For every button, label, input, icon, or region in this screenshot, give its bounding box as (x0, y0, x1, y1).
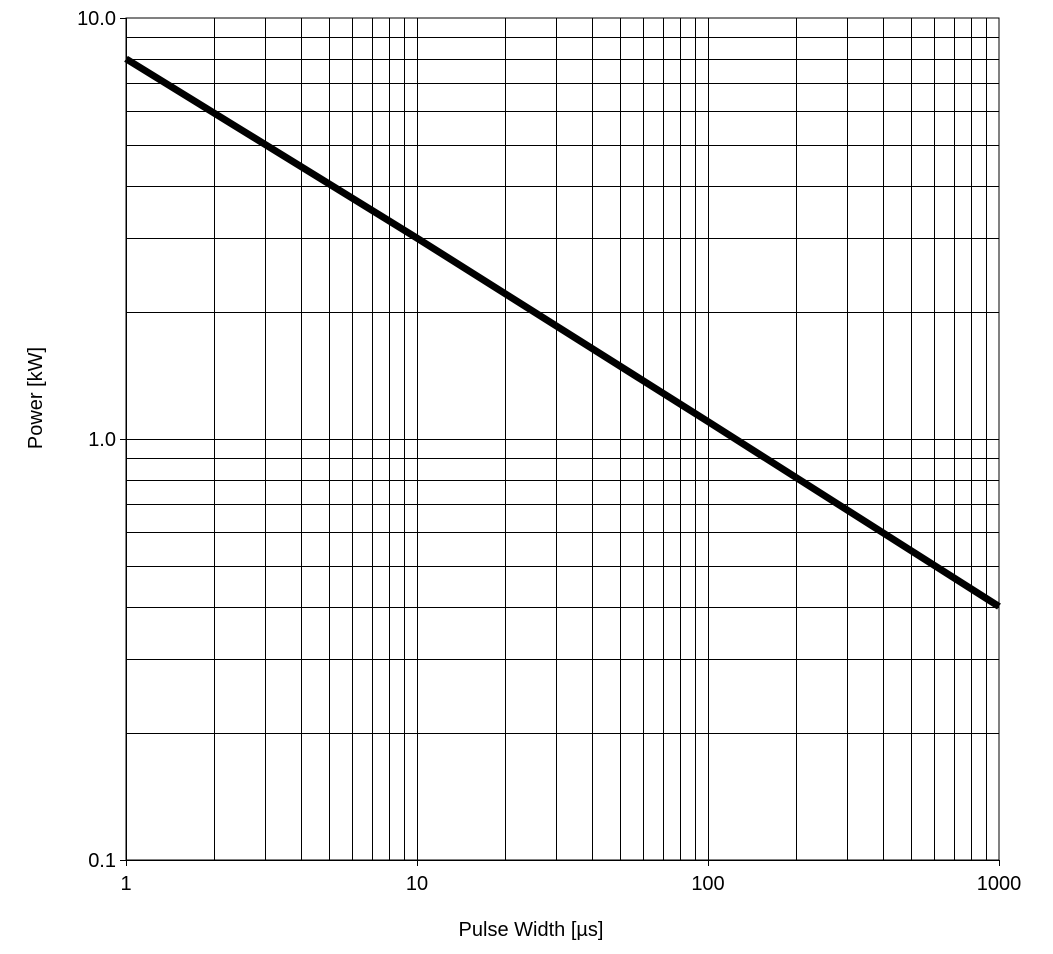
y-axis-label: Power [kW] (25, 347, 47, 449)
y-tick-labels: 0.1 1.0 10.0 (77, 8, 116, 872)
y-tick-label: 10.0 (77, 8, 116, 30)
y-tick-label: 0.1 (88, 850, 116, 872)
x-tick-labels: 1 10 100 1000 (120, 873, 1021, 895)
power-curve-line (124, 55, 1001, 610)
x-tick-label: 1 (120, 873, 131, 895)
series-layer (124, 55, 1001, 610)
x-tick-label: 1000 (977, 873, 1022, 895)
grid (120, 18, 1000, 866)
y-tick-label: 1.0 (88, 429, 116, 451)
x-axis-label: Pulse Width [µs] (459, 919, 604, 941)
x-tick-label: 10 (406, 873, 428, 895)
plot-frame (125, 17, 1000, 861)
x-tick-label: 100 (691, 873, 724, 895)
